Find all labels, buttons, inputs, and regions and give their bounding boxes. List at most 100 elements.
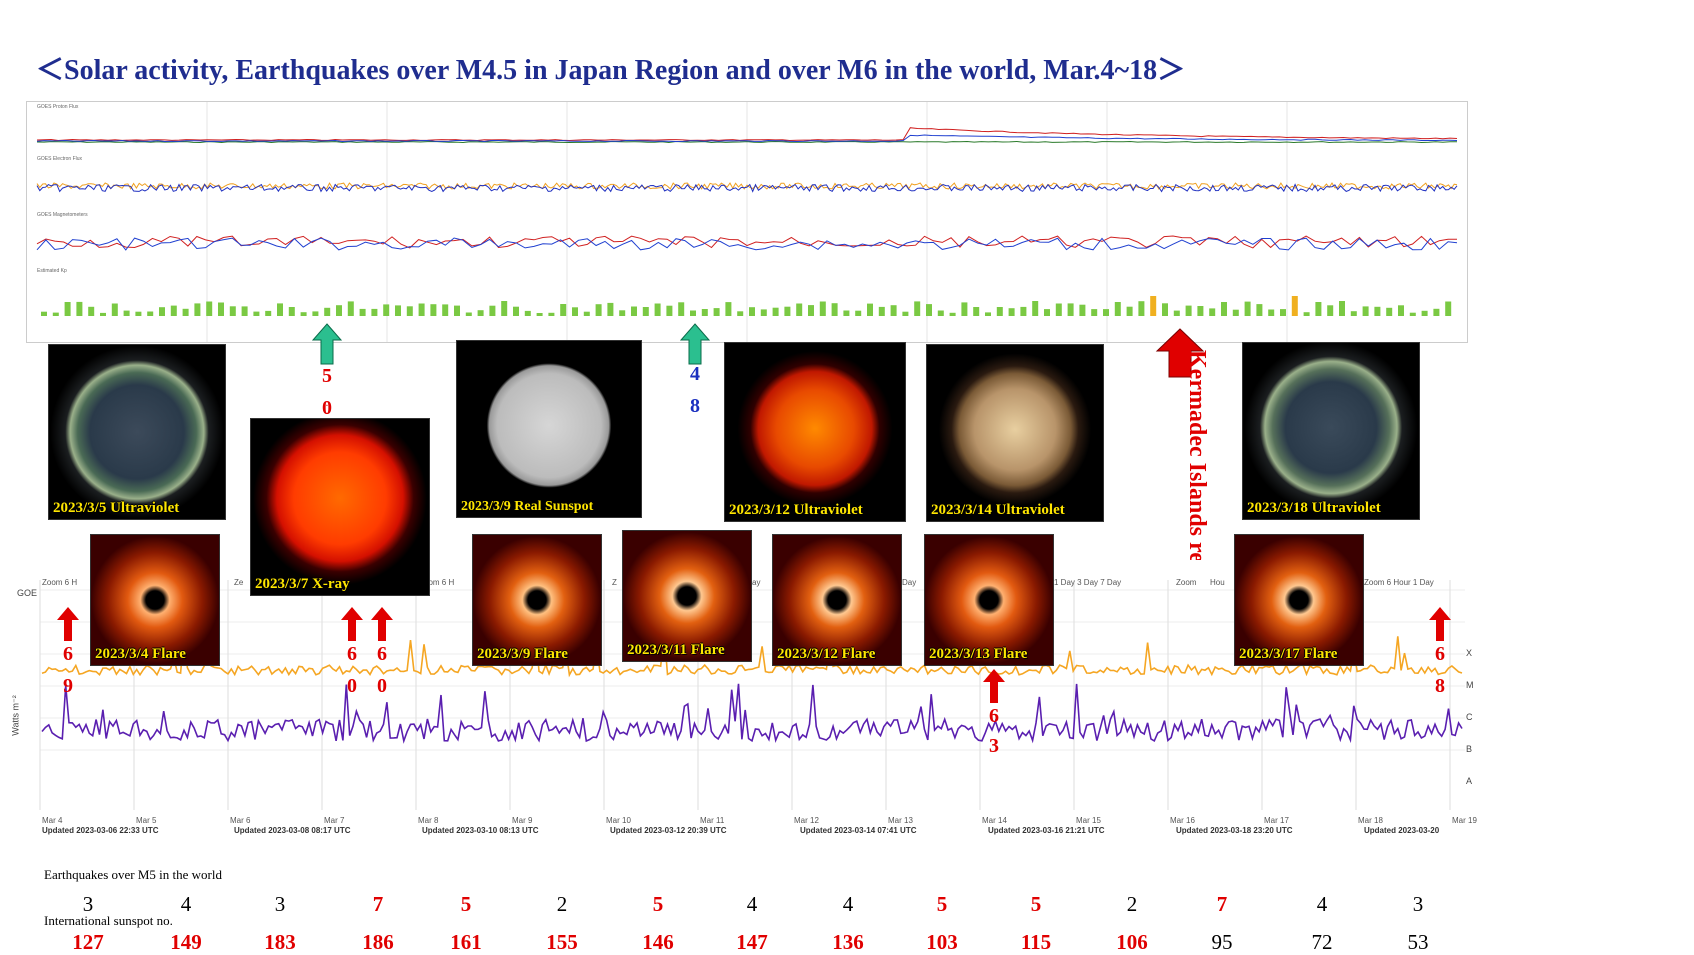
kp-bar [76,301,83,316]
kp-bar [572,307,578,316]
zoom-label[interactable]: Zoom 6 Hour 1 Day [1364,578,1434,587]
goes-label: GOE [17,588,38,598]
quake-top: 6 [347,643,357,665]
kp-bar [1232,309,1239,316]
proton-trace [36,127,1458,142]
kp-bar [489,305,496,316]
kp-bar [1409,312,1416,316]
kp-bar [182,308,189,316]
sunspot-number: 53 [1407,930,1429,954]
kp-bar [949,312,956,316]
kp-bar [383,304,390,316]
kp-bar [819,301,826,316]
sunspot-number: 115 [1020,930,1052,954]
kp-bar [1244,301,1251,316]
zoom-label[interactable]: oom 6 H [424,578,455,587]
quake-marker-top-1: 5 [322,365,332,387]
zoom-label[interactable]: ay [752,578,761,587]
kp-bar [1138,301,1145,316]
y-axis-label: Watts m⁻² [10,695,21,736]
kp-bar [418,303,425,316]
solar-image-euv-red: 2023/3/12 Ultraviolet [724,342,906,522]
kp-bar [1374,306,1381,316]
sunspot-number: 95 [1211,930,1233,954]
kp-bar [1327,305,1334,316]
kp-bar [123,310,130,316]
kp-bar [1268,309,1275,316]
kp-bar [1398,305,1404,316]
kp-bar [88,306,95,316]
kp-bar [973,307,980,316]
coronagraph-image: 2023/3/9 Flare [472,534,602,666]
zoom-label[interactable]: 1 Day 3 Day 7 Day [1054,578,1122,587]
kp-bar [52,312,59,316]
x-tick-label: Mar 19 [1452,816,1477,825]
kp-bar [831,303,838,316]
magnetometer-trace [36,235,1458,249]
coronagraph-image: 2023/3/13 Flare [924,534,1054,666]
sunspot-number: 149 [170,930,202,954]
kp-bar [631,306,637,316]
earthquake-count: 4 [180,892,192,916]
earthquake-count: 5 [460,892,472,916]
kp-bar [1103,309,1109,316]
kp-bar [843,310,850,316]
kp-bar [737,311,744,316]
updated-label: Updated 2023-03-10 08:13 UTC [422,826,539,835]
x-tick-label: Mar 10 [606,816,631,825]
kp-bar [524,310,531,316]
zoom-label[interactable]: Zoom [1176,578,1197,587]
kp-bar [288,307,295,316]
kp-bar [808,305,814,316]
zoom-label[interactable]: Hou [1210,578,1225,587]
kp-bar [371,308,378,316]
red-arrow-quake [57,607,79,641]
zoom-label[interactable]: Ze [234,578,244,587]
panel-label: GOES Magnetometers [37,212,88,218]
quake-marker-bottom-2: 8 [690,395,700,417]
red-arrow-quake [371,607,393,641]
quake-bottom: 9 [63,675,73,697]
kp-bar [1150,296,1157,316]
earthquake-count: 5 [652,892,664,916]
sunspot-number: 155 [546,930,578,954]
kp-bar [666,305,673,316]
kp-bar [890,305,897,316]
zoom-label[interactable]: Zoom 6 H [42,578,78,587]
marker-dot-1: · [325,401,329,410]
kp-bar [607,302,614,316]
kp-bar [135,311,142,316]
kp-bar [725,302,732,316]
kp-bar [41,311,47,316]
coronagraph-image: 2023/3/4 Flare [90,534,220,666]
kp-bar [996,307,1003,316]
kp-bar [619,310,626,316]
kp-bar [1303,312,1310,316]
kp-bar [1291,296,1298,316]
flare-class-x: X [1466,648,1473,658]
kp-bar [961,302,968,316]
coronagraph-image: 2023/3/17 Flare [1234,534,1364,666]
sunspot-number: 147 [736,930,768,954]
earthquake-count: 4 [1316,892,1328,916]
kp-bar [690,310,696,316]
zoom-label[interactable]: Z [612,578,617,587]
kp-bar [1339,301,1345,316]
panel-label: GOES Electron Flux [37,156,83,162]
zoom-label[interactable]: Day [902,578,917,587]
sunspot-number: 103 [926,930,958,954]
kp-bar [111,303,118,316]
x-tick-label: Mar 9 [512,816,533,825]
kp-bar [395,305,401,316]
image-caption: 2023/3/7 X-ray [255,576,350,592]
kp-bar [548,312,555,316]
kp-bar [159,307,165,316]
proton-trace [36,140,1457,144]
kp-bar [867,303,873,316]
quake-top: 6 [989,705,999,727]
kp-bar [1362,306,1369,316]
flare-class-m: M [1466,680,1474,690]
kp-bar [878,306,885,316]
kp-bar [100,312,106,316]
kp-bar [1280,309,1286,316]
